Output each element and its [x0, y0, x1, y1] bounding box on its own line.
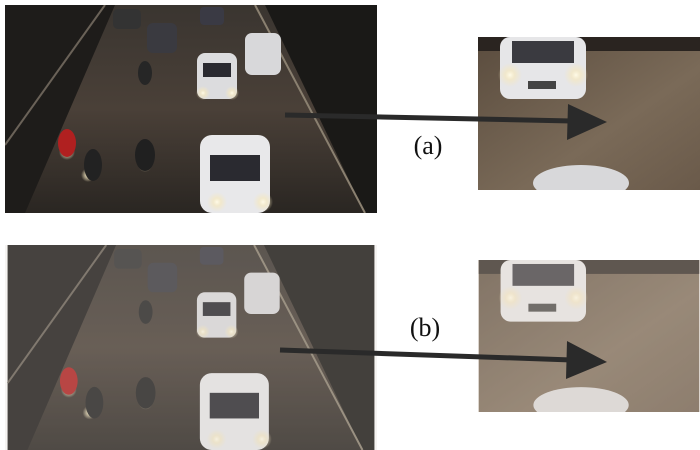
panel-b: (b)	[5, 245, 700, 450]
panel-a: (a)	[5, 5, 700, 213]
panel-label: (b)	[410, 313, 440, 342]
haze	[5, 245, 377, 450]
panel-label: (a)	[414, 131, 443, 160]
haze	[478, 260, 700, 412]
street-photo	[5, 5, 377, 213]
figure: (a) (b)	[0, 0, 700, 450]
page: {"panels": [{"label": "(a)"}, {"label": …	[0, 0, 700, 450]
